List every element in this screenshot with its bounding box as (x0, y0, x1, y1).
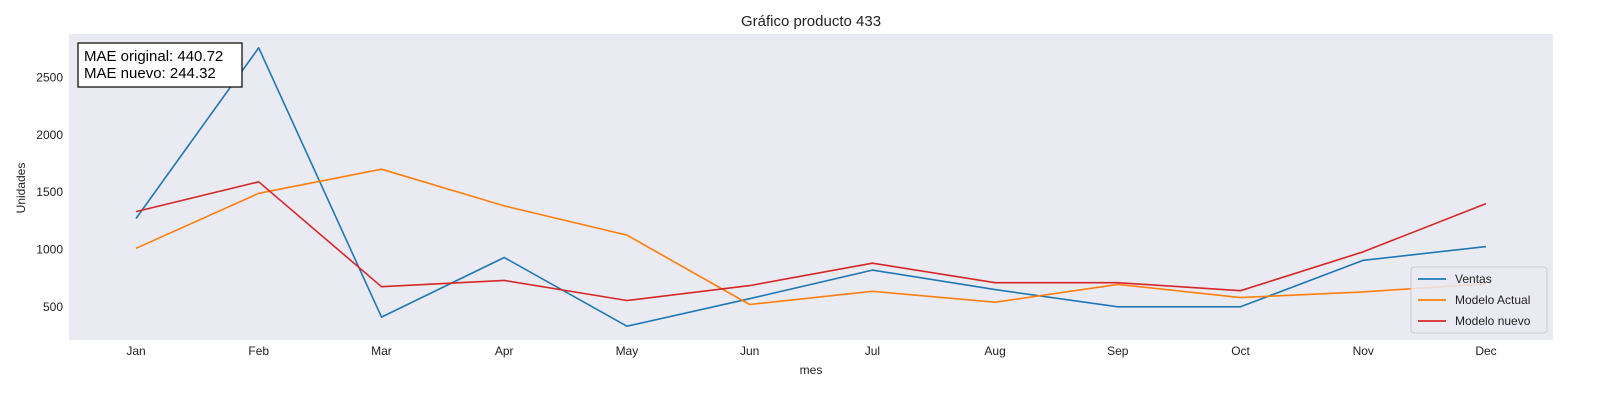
x-tick-feb: Feb (248, 344, 269, 358)
x-tick-jul: Jul (865, 344, 880, 358)
series-line-modelo-actual (135, 168, 1487, 306)
x-tick-dec: Dec (1475, 344, 1496, 358)
x-axis-label: mes (800, 363, 823, 377)
x-tick-nov: Nov (1353, 344, 1374, 358)
y-tick-1500: 1500 (36, 185, 63, 199)
x-tick-sep: Sep (1107, 344, 1129, 358)
plot-area (69, 34, 1553, 340)
y-axis-label: Unidades (14, 163, 28, 214)
x-tick-labels: Jan Feb Mar Apr May Jun Jul Aug Sep Oct Nov Dec (126, 344, 1496, 358)
y-tick-2000: 2000 (36, 128, 63, 142)
series-line-modelo-nuevo (135, 181, 1487, 302)
mae-annotation: MAE original: 440.72 MAE nuevo: 244.32 (77, 42, 243, 88)
y-tick-1000: 1000 (36, 242, 63, 256)
x-tick-apr: Apr (495, 344, 514, 358)
x-tick-jan: Jan (126, 344, 145, 358)
legend-label-modelo-actual: Modelo Actual (1455, 293, 1530, 307)
y-tick-500: 500 (43, 300, 63, 314)
series-lines (135, 46, 1487, 328)
legend-label-modelo-nuevo: Modelo nuevo (1455, 314, 1531, 328)
x-tick-mar: Mar (371, 344, 392, 358)
x-tick-jun: Jun (740, 344, 759, 358)
y-tick-2500: 2500 (36, 71, 63, 85)
y-tick-labels: 500 1000 1500 2000 2500 (36, 71, 63, 314)
annotation-line-2: MAE nuevo: 244.32 (84, 65, 216, 82)
x-tick-may: May (616, 344, 639, 358)
x-tick-oct: Oct (1231, 344, 1250, 358)
legend-box (1410, 266, 1548, 334)
annotation-box (77, 42, 243, 88)
series-line-ventas (135, 46, 1487, 328)
legend-label-ventas: Ventas (1455, 272, 1492, 286)
legend: Ventas Modelo Actual Modelo nuevo (1410, 266, 1548, 334)
x-tick-aug: Aug (984, 344, 1005, 358)
chart-title: Gráfico producto 433 (741, 13, 881, 30)
annotation-line-1: MAE original: 440.72 (84, 48, 223, 65)
